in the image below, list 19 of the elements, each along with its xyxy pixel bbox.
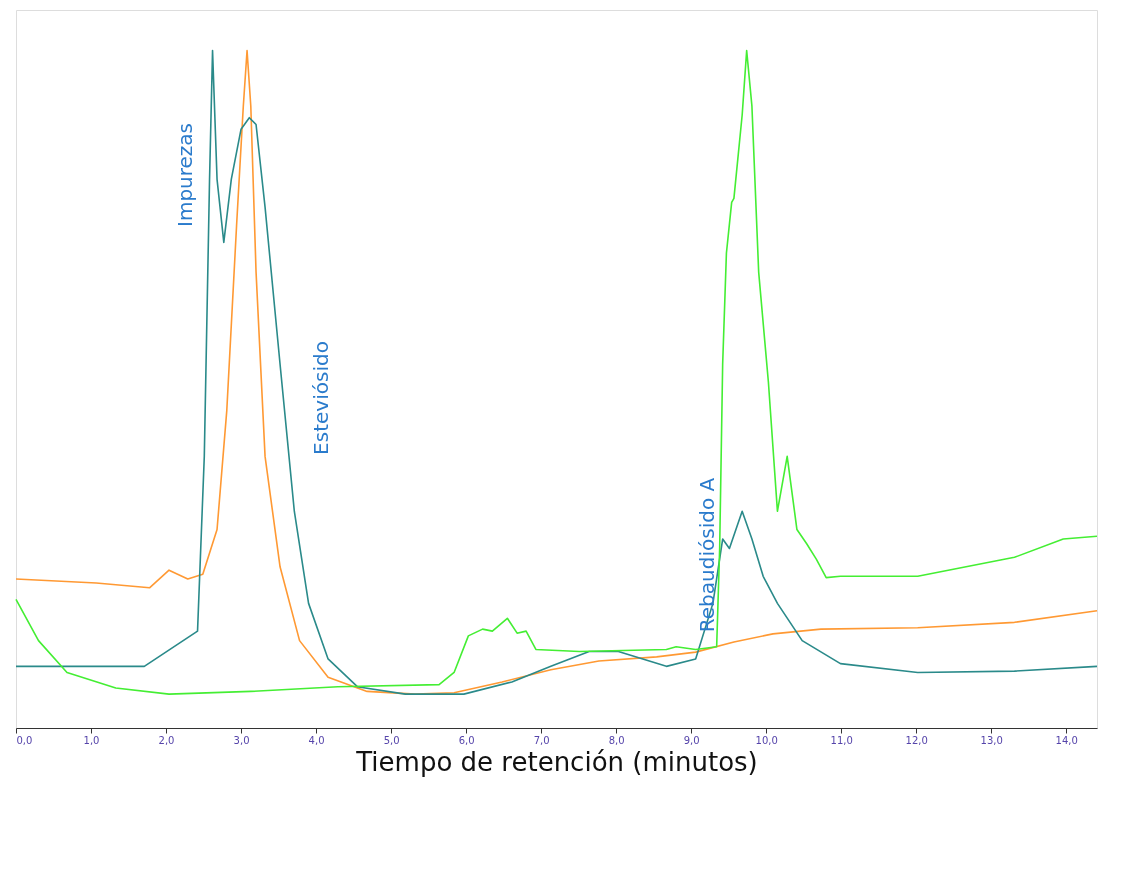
x-axis-title: Tiempo de retención (minutos) <box>355 746 758 777</box>
x-tick-label: 1,0 <box>83 734 100 746</box>
x-tick-label: 9,0 <box>683 734 700 746</box>
x-tick-label: 2,0 <box>158 734 175 746</box>
x-tick-label: 5,0 <box>383 734 400 746</box>
x-tick-label: 14,0 <box>1055 734 1078 746</box>
x-tick-label: 3,0 <box>233 734 250 746</box>
x-tick-label: 8,0 <box>608 734 625 746</box>
x-tick-label: 4,0 <box>308 734 325 746</box>
x-tick-label: 7,0 <box>533 734 550 746</box>
x-tick-label: 13,0 <box>980 734 1003 746</box>
x-tick-label: 12,0 <box>905 734 928 746</box>
annotation: Esteviósido <box>309 341 333 455</box>
x-tick-label: 0,0 <box>16 734 33 746</box>
x-tick-label: 10,0 <box>755 734 778 746</box>
x-tick-label: 6,0 <box>458 734 475 746</box>
annotation: Rebaudiósido A <box>695 477 719 633</box>
x-tick-label: 11,0 <box>830 734 853 746</box>
annotation: Impurezas <box>173 122 197 228</box>
